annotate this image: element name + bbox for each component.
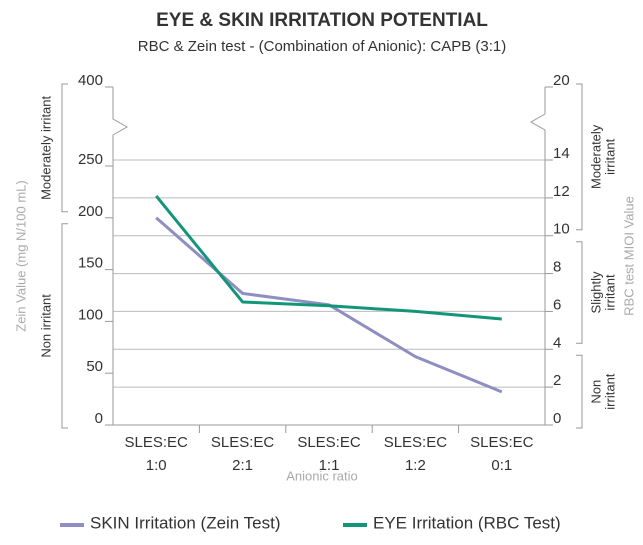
zone-bracket bbox=[576, 83, 583, 231]
x-tick-label: SLES:EC bbox=[384, 434, 448, 451]
x-tick-label: 2:1 bbox=[232, 457, 253, 474]
x-tick-label: SLES:EC bbox=[470, 434, 534, 451]
zone-label: Moderately bbox=[588, 124, 603, 189]
series-line bbox=[155, 195, 502, 321]
chart-title: EYE & SKIN IRRITATION POTENTIAL bbox=[156, 10, 488, 31]
x-tick-label: SLES:EC bbox=[297, 434, 361, 451]
y-tick-label: 200 bbox=[78, 203, 103, 220]
x-tick-label: 1:1 bbox=[319, 457, 340, 474]
y-axis-label: Zein Value (mg N/100 mL) bbox=[13, 180, 28, 332]
y-tick-label: 100 bbox=[78, 306, 103, 323]
y-axis bbox=[112, 87, 129, 425]
zone-label: irritant bbox=[602, 373, 617, 410]
zone-label: Slightly bbox=[588, 271, 603, 313]
y2-tick-label: 12 bbox=[553, 183, 570, 200]
y-tick-label: 0 bbox=[95, 410, 103, 427]
x-tick-label: 1:0 bbox=[146, 457, 167, 474]
zone-bracket bbox=[61, 83, 68, 213]
y2-tick-label: 0 bbox=[553, 410, 561, 427]
x-tick-label: 0:1 bbox=[491, 457, 512, 474]
legend-label: EYE Irritation (RBC Test) bbox=[373, 513, 561, 532]
x-axis-label: Anionic ratio bbox=[286, 468, 358, 483]
zone-bracket bbox=[576, 241, 583, 344]
zone-label: Non irritant bbox=[38, 294, 53, 358]
zone-label: irritant bbox=[602, 274, 617, 311]
chart-subtitle: RBC & Zein test - (Combination of Anioni… bbox=[138, 38, 506, 55]
y2-tick-label: 20 bbox=[553, 72, 570, 89]
legend-label: SKIN Irritation (Zein Test) bbox=[90, 513, 281, 532]
x-tick-label: 1:2 bbox=[405, 457, 426, 474]
y2-axis-label: RBC test MIOI Value bbox=[621, 196, 636, 316]
zone-label: Moderately irritant bbox=[38, 95, 53, 199]
zone-label: irritant bbox=[602, 138, 617, 175]
y2-tick-label: 10 bbox=[553, 221, 570, 238]
y-tick-label: 400 bbox=[78, 72, 103, 89]
y2-tick-label: 6 bbox=[553, 296, 561, 313]
y-tick-label: 150 bbox=[78, 255, 103, 272]
y2-tick-label: 14 bbox=[553, 145, 570, 162]
y-tick-label: 50 bbox=[86, 358, 103, 375]
x-tick-label: SLES:EC bbox=[125, 434, 189, 451]
y2-tick-label: 4 bbox=[553, 334, 561, 351]
zone-bracket bbox=[61, 223, 68, 429]
zone-label: Non bbox=[588, 380, 603, 404]
y-tick-label: 250 bbox=[78, 151, 103, 168]
y2-axis bbox=[529, 87, 546, 425]
x-tick-label: SLES:EC bbox=[211, 434, 275, 451]
y2-tick-label: 2 bbox=[553, 372, 561, 389]
zone-bracket bbox=[576, 354, 583, 429]
y2-tick-label: 8 bbox=[553, 259, 561, 276]
